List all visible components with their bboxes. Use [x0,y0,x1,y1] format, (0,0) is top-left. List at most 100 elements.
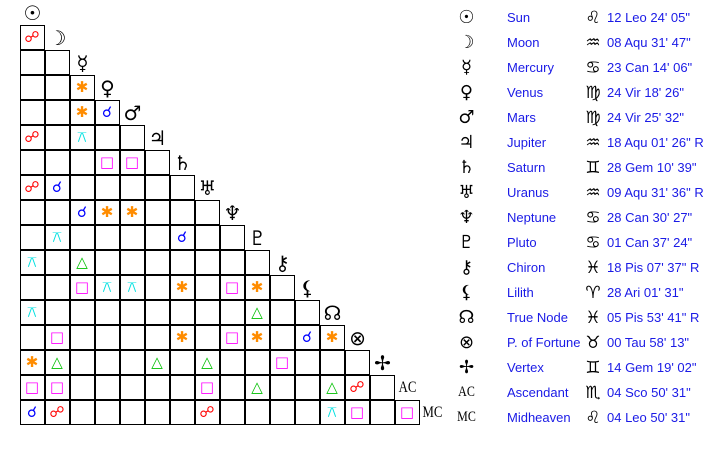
aspect-cell-neptune-mercury: ☌ [69,199,95,225]
planet-row-true-node: ☊ True Node ♓ 05 Pis 53' 41" R [450,305,705,330]
square-icon: □ [399,402,415,421]
zodiac-sign-icon: ♈ [585,282,601,303]
aspect-cell-uranus-mars [119,174,145,200]
aspect-cell-mercury-moon [44,49,70,75]
aspect-cell-lilith-moon [44,274,70,300]
zodiac-sign-icon: ♋ [585,232,601,253]
planet-name: Venus [507,85,544,100]
lilith-icon: ⚸ [459,282,474,303]
aspect-cell-lilith-mars: ⚻ [119,274,145,300]
trine-icon: △ [326,377,338,396]
aspect-cell-lilith-mercury: □ [69,274,95,300]
planet-position: 28 Gem 10' 39" [607,160,697,175]
square-icon: □ [224,277,240,296]
planet-name: Mars [507,110,536,125]
aspect-cell-lilith-jupiter [144,274,170,300]
jupiter-icon: ♃ [458,132,475,153]
aspect-cell-vertex-sun: ✱ [19,349,45,375]
planet-row-p-of-fortune: ⊗ P. of Fortune ♉ 00 Tau 58' 13" [450,330,705,355]
conjunction-icon: ☌ [301,327,313,346]
aspect-cell-true-node-uranus [194,299,220,325]
aspect-cell-p-of-fortune-jupiter [144,324,170,350]
opposition-icon: ☍ [199,402,215,421]
opposition-icon: ☍ [24,177,40,196]
aspect-cell-neptune-sun [19,199,45,225]
aspect-cell-ascendant-uranus: □ [194,374,220,400]
aspect-cell-venus-sun [19,74,45,100]
planet-position: 14 Gem 19' 02" [607,360,697,375]
conjunction-icon: ☌ [76,202,88,221]
p-of-fortune-icon: ⊗ [458,332,475,353]
trine-icon: △ [251,302,263,321]
aspect-cell-neptune-moon [44,199,70,225]
opposition-icon: ☍ [24,27,40,46]
zodiac-sign-icon: ♋ [585,57,601,78]
aspect-cell-neptune-jupiter [144,199,170,225]
planet-position: 04 Sco 50' 31" [607,385,691,400]
planet-position: 04 Leo 50' 31" [607,410,691,425]
quincunx-icon: ⚻ [127,277,137,296]
aspect-cell-ascendant-lilith [294,374,320,400]
planet-name: Saturn [507,160,546,175]
aspect-cell-venus-mercury: ✱ [69,74,95,100]
square-icon: □ [274,352,290,371]
aspect-cell-saturn-moon [44,149,70,175]
zodiac-sign-icon: ♊ [585,357,601,378]
aspect-cell-midheaven-neptune [219,399,245,425]
aspect-cell-vertex-true-node [319,349,345,375]
aspect-cell-true-node-lilith [294,299,320,325]
planet-name: Chiron [507,260,546,275]
opposition-icon: ☍ [49,402,65,421]
trine-icon: △ [201,352,213,371]
quincunx-icon: ⚻ [102,277,112,296]
aspect-cell-chiron-neptune [219,249,245,275]
aspect-cell-ascendant-p-of-fortune: ☍ [344,374,370,400]
aspect-cell-midheaven-chiron [269,399,295,425]
aspect-cell-vertex-jupiter: △ [144,349,170,375]
trine-icon: △ [151,352,163,371]
sextile-icon: ✱ [75,77,89,96]
ascendant-icon: AC [398,378,417,396]
zodiac-sign-icon: ♉ [585,332,601,353]
venus-icon: ♀ [100,75,115,100]
sextile-icon: ✱ [175,277,189,296]
aspect-cell-vertex-uranus: △ [194,349,220,375]
planet-position: 28 Ari 01' 31" [607,285,684,300]
quincunx-icon: ⚻ [327,402,337,421]
trine-icon: △ [51,352,63,371]
aspect-cell-chiron-mercury: △ [69,249,95,275]
aspect-cell-lilith-sun [19,274,45,300]
aspect-cell-true-node-neptune [219,299,245,325]
aspect-cell-true-node-saturn [169,299,195,325]
aspect-cell-chiron-sun: ⚻ [19,249,45,275]
zodiac-sign-icon: ♓ [585,307,601,328]
conjunction-icon: ☌ [101,102,113,121]
moon-icon: ☽ [458,32,475,53]
aspect-cell-chiron-pluto [244,249,270,275]
aspect-cell-jupiter-mars [119,124,145,150]
vertex-icon: ✢ [374,350,391,375]
aspect-cell-mars-venus: ☌ [94,99,120,125]
vertex-icon: ✢ [458,357,475,378]
aspect-cell-chiron-saturn [169,249,195,275]
aspect-cell-midheaven-venus [94,399,120,425]
planet-name: Ascendant [507,385,569,400]
midheaven-icon: MC [457,409,476,425]
planet-name: True Node [507,310,568,325]
aspect-cell-midheaven-mercury [69,399,95,425]
sextile-icon: ✱ [250,277,264,296]
aspect-cell-vertex-moon: △ [44,349,70,375]
opposition-icon: ☍ [24,127,40,146]
aspect-cell-p-of-fortune-true-node: ✱ [319,324,345,350]
aspect-cell-ascendant-neptune [219,374,245,400]
zodiac-sign-icon: ♒ [585,132,601,153]
aspect-cell-saturn-sun [19,149,45,175]
square-icon: □ [349,402,365,421]
aspect-cell-neptune-uranus [194,199,220,225]
square-icon: □ [99,152,115,171]
aspect-cell-midheaven-jupiter [144,399,170,425]
aspect-cell-vertex-mercury [69,349,95,375]
aspect-cell-pluto-saturn: ☌ [169,224,195,250]
trine-icon: △ [251,377,263,396]
zodiac-sign-icon: ♍ [585,82,601,103]
